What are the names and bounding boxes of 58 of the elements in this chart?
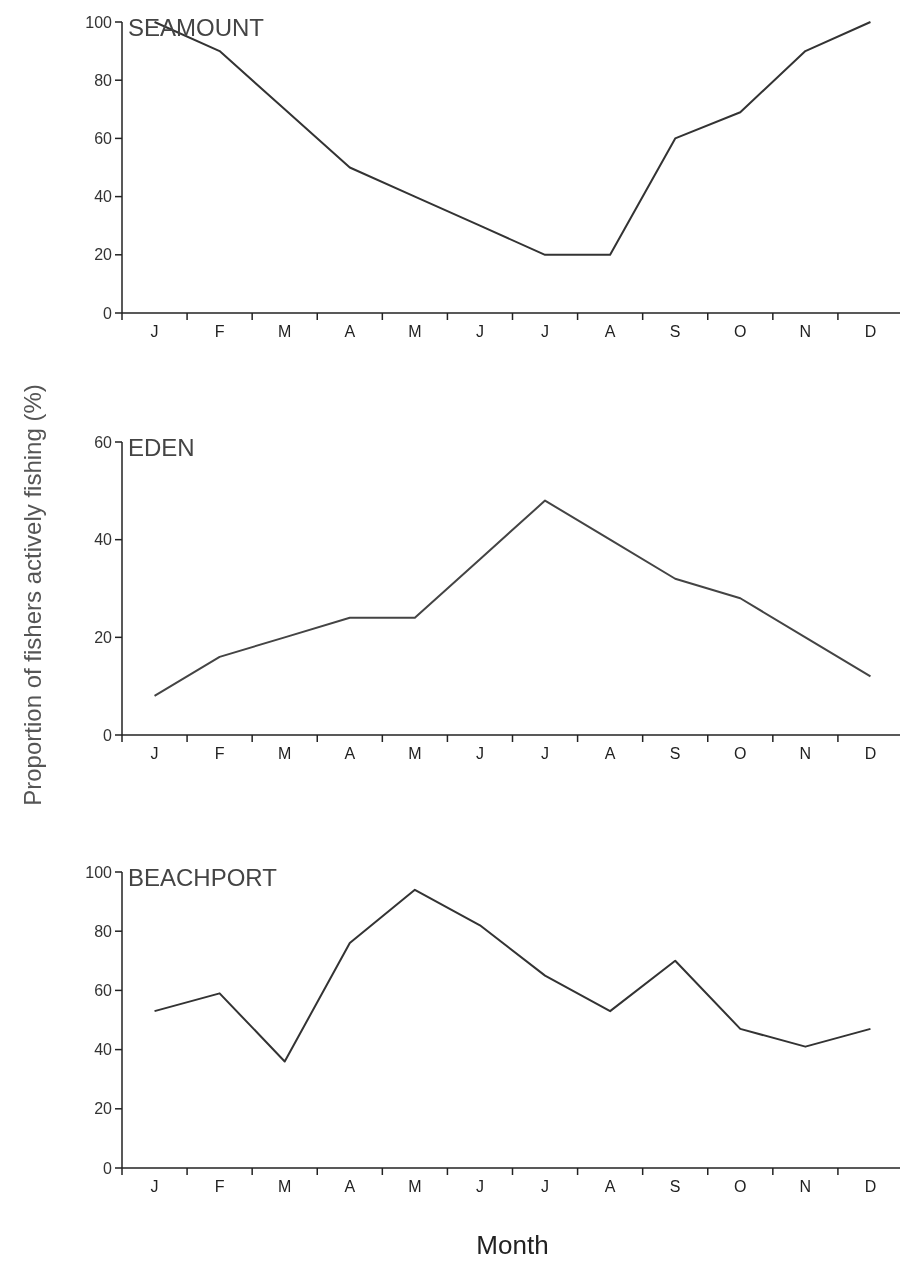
x-tick-label: S xyxy=(669,1178,681,1195)
x-tick-label: A xyxy=(604,1178,616,1195)
y-tick-label: 60 xyxy=(94,433,113,451)
x-tick-label: F xyxy=(214,323,225,340)
x-tick-label: M xyxy=(408,1178,422,1195)
x-tick-label: D xyxy=(864,1178,877,1195)
line-series xyxy=(153,499,872,697)
x-tick-label: J xyxy=(475,323,484,340)
x-tick-label: J xyxy=(541,323,550,340)
y-tick-label: 40 xyxy=(94,1041,113,1059)
x-tick-label: A xyxy=(344,745,356,762)
x-tick-label: M xyxy=(278,745,292,762)
x-tick-label: A xyxy=(604,323,616,340)
x-tick-label: O xyxy=(734,745,747,762)
x-tick-label: D xyxy=(864,745,877,762)
x-tick-label: J xyxy=(150,745,159,762)
y-tick-label: 40 xyxy=(94,188,113,206)
x-tick-label: A xyxy=(344,1178,356,1195)
y-tick-label: 40 xyxy=(94,531,113,549)
y-tick-label: 20 xyxy=(94,246,113,264)
x-tick-label: M xyxy=(278,1178,292,1195)
x-tick-label: D xyxy=(864,323,877,340)
y-tick-label: 100 xyxy=(85,13,113,31)
x-tick-label: J xyxy=(541,1178,550,1195)
y-tick-label: 0 xyxy=(103,726,113,744)
y-tick-label: 20 xyxy=(94,1100,113,1118)
y-tick-label: 80 xyxy=(94,71,113,89)
x-tick-label: N xyxy=(799,323,812,340)
y-tick-label: 80 xyxy=(94,922,113,940)
chart-title: EDEN xyxy=(128,434,195,461)
x-tick-label: S xyxy=(669,745,681,762)
x-tick-label: M xyxy=(278,323,292,340)
x-tick-label: A xyxy=(344,323,356,340)
x-tick-label: F xyxy=(214,745,225,762)
x-tick-label: N xyxy=(799,1178,812,1195)
y-axis-title: Proportion of fishers actively fishing (%) xyxy=(18,384,46,806)
chart-title: BEACHPORT xyxy=(128,864,278,891)
y-tick-label: 0 xyxy=(103,1159,113,1177)
x-tick-label: J xyxy=(475,1178,484,1195)
x-tick-label: J xyxy=(150,1178,159,1195)
y-tick-label: 0 xyxy=(103,304,113,322)
x-tick-label: O xyxy=(734,1178,747,1195)
x-tick-label: J xyxy=(475,745,484,762)
x-tick-label: J xyxy=(150,323,159,340)
y-tick-label: 100 xyxy=(85,863,113,881)
x-axis-title: Month xyxy=(476,1230,549,1260)
y-tick-label: 60 xyxy=(94,982,113,999)
x-tick-label: J xyxy=(541,745,550,762)
y-tick-label: 60 xyxy=(94,130,113,147)
x-tick-label: M xyxy=(408,745,422,762)
x-tick-label: A xyxy=(604,745,616,762)
y-tick-label: 20 xyxy=(94,628,113,646)
x-tick-label: N xyxy=(799,745,812,762)
line-series xyxy=(153,888,872,1063)
x-tick-label: M xyxy=(408,323,422,340)
x-tick-label: S xyxy=(669,323,681,340)
x-tick-label: O xyxy=(734,323,747,340)
x-tick-label: F xyxy=(214,1178,225,1195)
